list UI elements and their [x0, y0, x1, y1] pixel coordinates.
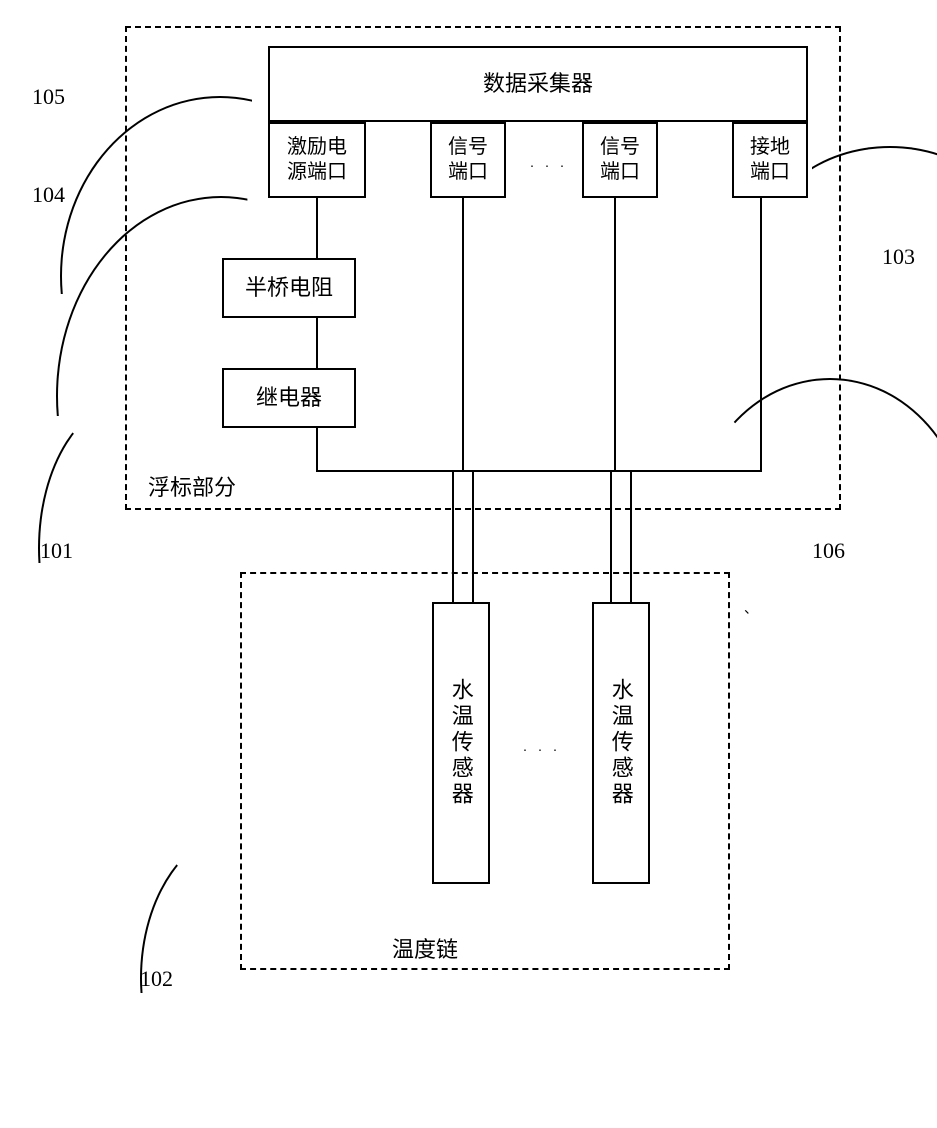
diagram-stage: 浮标部分 温度链 数据采集器 激励电 源端口 信号 端口 . . . 信号 端口…: [0, 0, 937, 1000]
float-part-caption: 浮标部分: [148, 470, 236, 502]
wire-sig2-v: [614, 198, 616, 470]
wire-sig1-v: [462, 198, 464, 470]
relay-text: 继电器: [256, 384, 322, 412]
collector-title-text: 数据采集器: [483, 70, 593, 98]
port-signal-2: 信号 端口: [582, 122, 658, 198]
water-sensor-1: 水温传感器: [432, 602, 490, 884]
ports-ellipsis: . . .: [524, 156, 574, 172]
wire-sensor1-a: [452, 470, 454, 602]
water-sensor-2-text: 水温传感器: [607, 678, 635, 808]
wire-halfbridge-to-relay: [316, 318, 318, 368]
water-sensor-1-text: 水温传感器: [447, 678, 475, 808]
wire-excite-to-halfbridge: [316, 198, 318, 258]
wire-relay-down: [316, 428, 318, 470]
temp-chain-caption: 温度链: [392, 932, 458, 964]
wire-bus-h: [316, 470, 762, 472]
wire-sensor2-a: [610, 470, 612, 602]
wire-sensor1-b: [472, 470, 474, 602]
stray-tick: 、: [744, 598, 758, 618]
half-bridge-text: 半桥电阻: [245, 274, 333, 302]
water-sensor-2: 水温传感器: [592, 602, 650, 884]
collector-title: 数据采集器: [268, 46, 808, 122]
sensors-ellipsis: . . .: [514, 740, 570, 756]
callout-104: 104: [32, 182, 65, 208]
port-signal-1-text: 信号 端口: [448, 135, 488, 185]
port-signal-2-text: 信号 端口: [600, 135, 640, 185]
port-ground: 接地 端口: [732, 122, 808, 198]
callout-105: 105: [32, 84, 65, 110]
port-signal-1: 信号 端口: [430, 122, 506, 198]
wire-sensor2-b: [630, 470, 632, 602]
port-ground-text: 接地 端口: [750, 135, 790, 185]
port-excite-text: 激励电 源端口: [287, 135, 347, 185]
port-excite: 激励电 源端口: [268, 122, 366, 198]
